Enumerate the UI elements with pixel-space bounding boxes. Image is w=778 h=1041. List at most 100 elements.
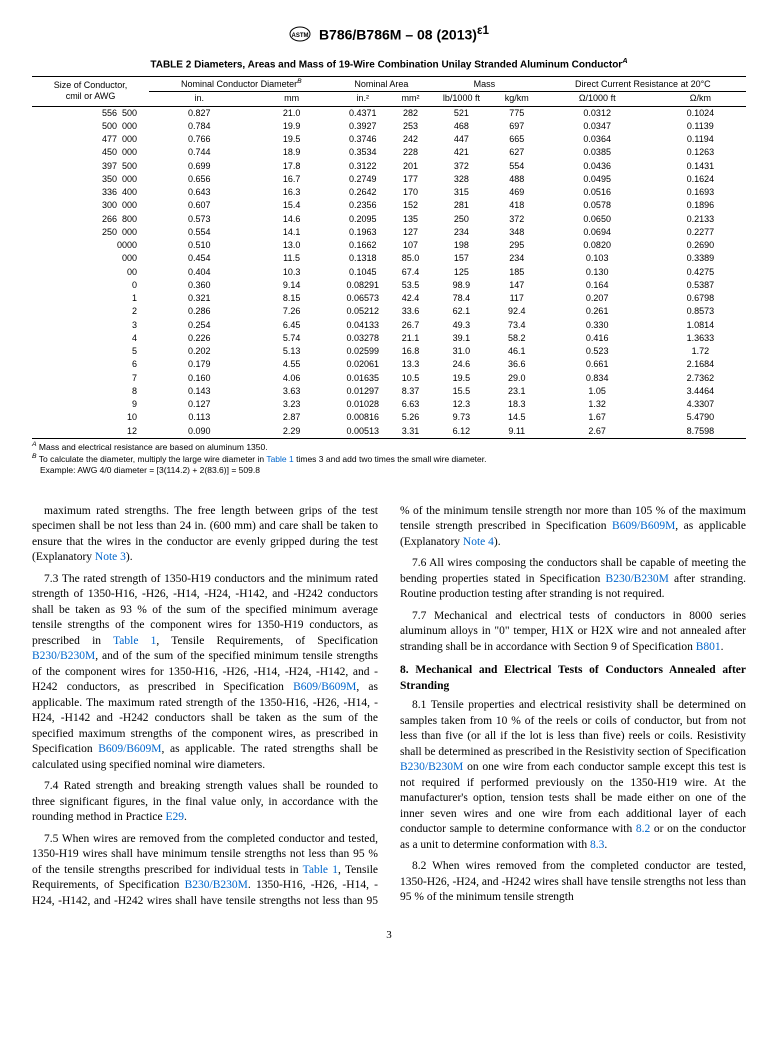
table-link[interactable]: Table 1	[113, 635, 156, 647]
hdr-mm: mm	[250, 92, 334, 106]
cell: 0.523	[540, 345, 655, 358]
cell: 281	[429, 199, 494, 212]
spec-link[interactable]: B609/B609M	[612, 520, 675, 532]
cell: 521	[429, 106, 494, 120]
table-row: 300 0000.60715.40.23561522814180.05780.1…	[32, 199, 746, 212]
spec-link[interactable]: B230/B230M	[32, 650, 95, 662]
cell: 2.67	[540, 425, 655, 439]
cell: 9	[32, 398, 149, 411]
cell: 397 500	[32, 160, 149, 173]
cell: 0.2095	[334, 213, 392, 226]
cell: 3.4464	[655, 385, 746, 398]
para: maximum rated strengths. The free length…	[32, 504, 378, 566]
cell: 0	[32, 279, 149, 292]
cell: 19.9	[250, 120, 334, 133]
cell: 0.0364	[540, 133, 655, 146]
table-row: 120.0902.290.005133.316.129.112.678.7598	[32, 425, 746, 439]
cell: 0.1693	[655, 186, 746, 199]
cell: 421	[429, 146, 494, 159]
cell: 0.01297	[334, 385, 392, 398]
hdr-size: Size of Conductor,	[36, 80, 145, 91]
cell: 10	[32, 411, 149, 424]
sec-link[interactable]: 8.3	[590, 839, 604, 851]
cell: 0.2133	[655, 213, 746, 226]
cell: 0.254	[149, 319, 249, 332]
cell: 0.5387	[655, 279, 746, 292]
cell: 336 400	[32, 186, 149, 199]
doc-designation-sup: ε1	[477, 24, 489, 37]
cell: 147	[494, 279, 540, 292]
cell: 16.3	[250, 186, 334, 199]
cell: 0.699	[149, 160, 249, 173]
table-row: 266 8000.57314.60.20951352503720.06500.2…	[32, 213, 746, 226]
cell: 0.784	[149, 120, 249, 133]
cell: 0.1963	[334, 226, 392, 239]
table-link[interactable]: Table 1	[303, 864, 338, 876]
spec-link[interactable]: B230/B230M	[400, 761, 463, 773]
cell: 0.554	[149, 226, 249, 239]
cell: 0.454	[149, 252, 249, 265]
cell: 10.5	[392, 372, 429, 385]
cell: 0.160	[149, 372, 249, 385]
cell: 1.0814	[655, 319, 746, 332]
page-number: 3	[32, 929, 746, 943]
cell: 9.11	[494, 425, 540, 439]
spec-link[interactable]: B609/B609M	[293, 681, 356, 693]
cell: 0.1045	[334, 266, 392, 279]
hdr-in2: in.²	[334, 92, 392, 106]
table-row: 0000.45411.50.131885.01572340.1030.3389	[32, 252, 746, 265]
sec-link[interactable]: 8.2	[636, 823, 650, 835]
cell: 556 500	[32, 106, 149, 120]
cell: 234	[429, 226, 494, 239]
spec-link[interactable]: B230/B230M	[606, 573, 669, 585]
table-row: 20.2867.260.0521233.662.192.40.2610.8573	[32, 305, 746, 318]
cell: 26.7	[392, 319, 429, 332]
cell: 3.31	[392, 425, 429, 439]
table-row: 250 0000.55414.10.19631272343480.06940.2…	[32, 226, 746, 239]
table-row: 00.3609.140.0829153.598.91470.1640.5387	[32, 279, 746, 292]
para: 7.6 All wires composing the conductors s…	[400, 556, 746, 603]
cell: 8.15	[250, 292, 334, 305]
cell: 152	[392, 199, 429, 212]
cell: 554	[494, 160, 540, 173]
cell: 12.3	[429, 398, 494, 411]
spec-link[interactable]: B230/B230M	[185, 879, 248, 891]
table-title-text: TABLE 2 Diameters, Areas and Mass of 19-…	[150, 60, 622, 71]
cell: 0.4371	[334, 106, 392, 120]
cell: 11.5	[250, 252, 334, 265]
cell: 0.08291	[334, 279, 392, 292]
cell: 0.1139	[655, 120, 746, 133]
cell: 21.0	[250, 106, 334, 120]
cell: 295	[494, 239, 540, 252]
cell: 0.2642	[334, 186, 392, 199]
cell: 127	[392, 226, 429, 239]
footnote-example: Example: AWG 4/0 diameter = [3(114.2) + …	[32, 465, 746, 476]
cell: 0.143	[149, 385, 249, 398]
note-link[interactable]: Note 3	[95, 551, 126, 563]
cell: 0.1896	[655, 199, 746, 212]
cell: 185	[494, 266, 540, 279]
cell: 16.8	[392, 345, 429, 358]
cell: 0.3122	[334, 160, 392, 173]
cell: 14.6	[250, 213, 334, 226]
table-title-sup: A	[622, 56, 627, 65]
spec-link[interactable]: B801	[696, 641, 721, 653]
spec-link[interactable]: B609/B609M	[98, 743, 161, 755]
hdr-mass: Mass	[429, 77, 540, 92]
cell: 468	[429, 120, 494, 133]
cell: 0.3389	[655, 252, 746, 265]
footnote-b-link[interactable]: Table 1	[266, 453, 293, 463]
table-row: 30.2546.450.0413326.749.373.40.3301.0814	[32, 319, 746, 332]
table-row: 397 5000.69917.80.31222013725540.04360.1…	[32, 160, 746, 173]
cell: 665	[494, 133, 540, 146]
cell: 98.9	[429, 279, 494, 292]
section-heading: 8. Mechanical and Electrical Tests of Co…	[400, 663, 746, 694]
hdr-diameter-sup: B	[297, 78, 302, 85]
spec-link[interactable]: E29	[166, 811, 185, 823]
note-link[interactable]: Note 4	[463, 536, 494, 548]
cell: 18.9	[250, 146, 334, 159]
cell: 31.0	[429, 345, 494, 358]
cell: 42.4	[392, 292, 429, 305]
cell: 0.04133	[334, 319, 392, 332]
cell: 3	[32, 319, 149, 332]
